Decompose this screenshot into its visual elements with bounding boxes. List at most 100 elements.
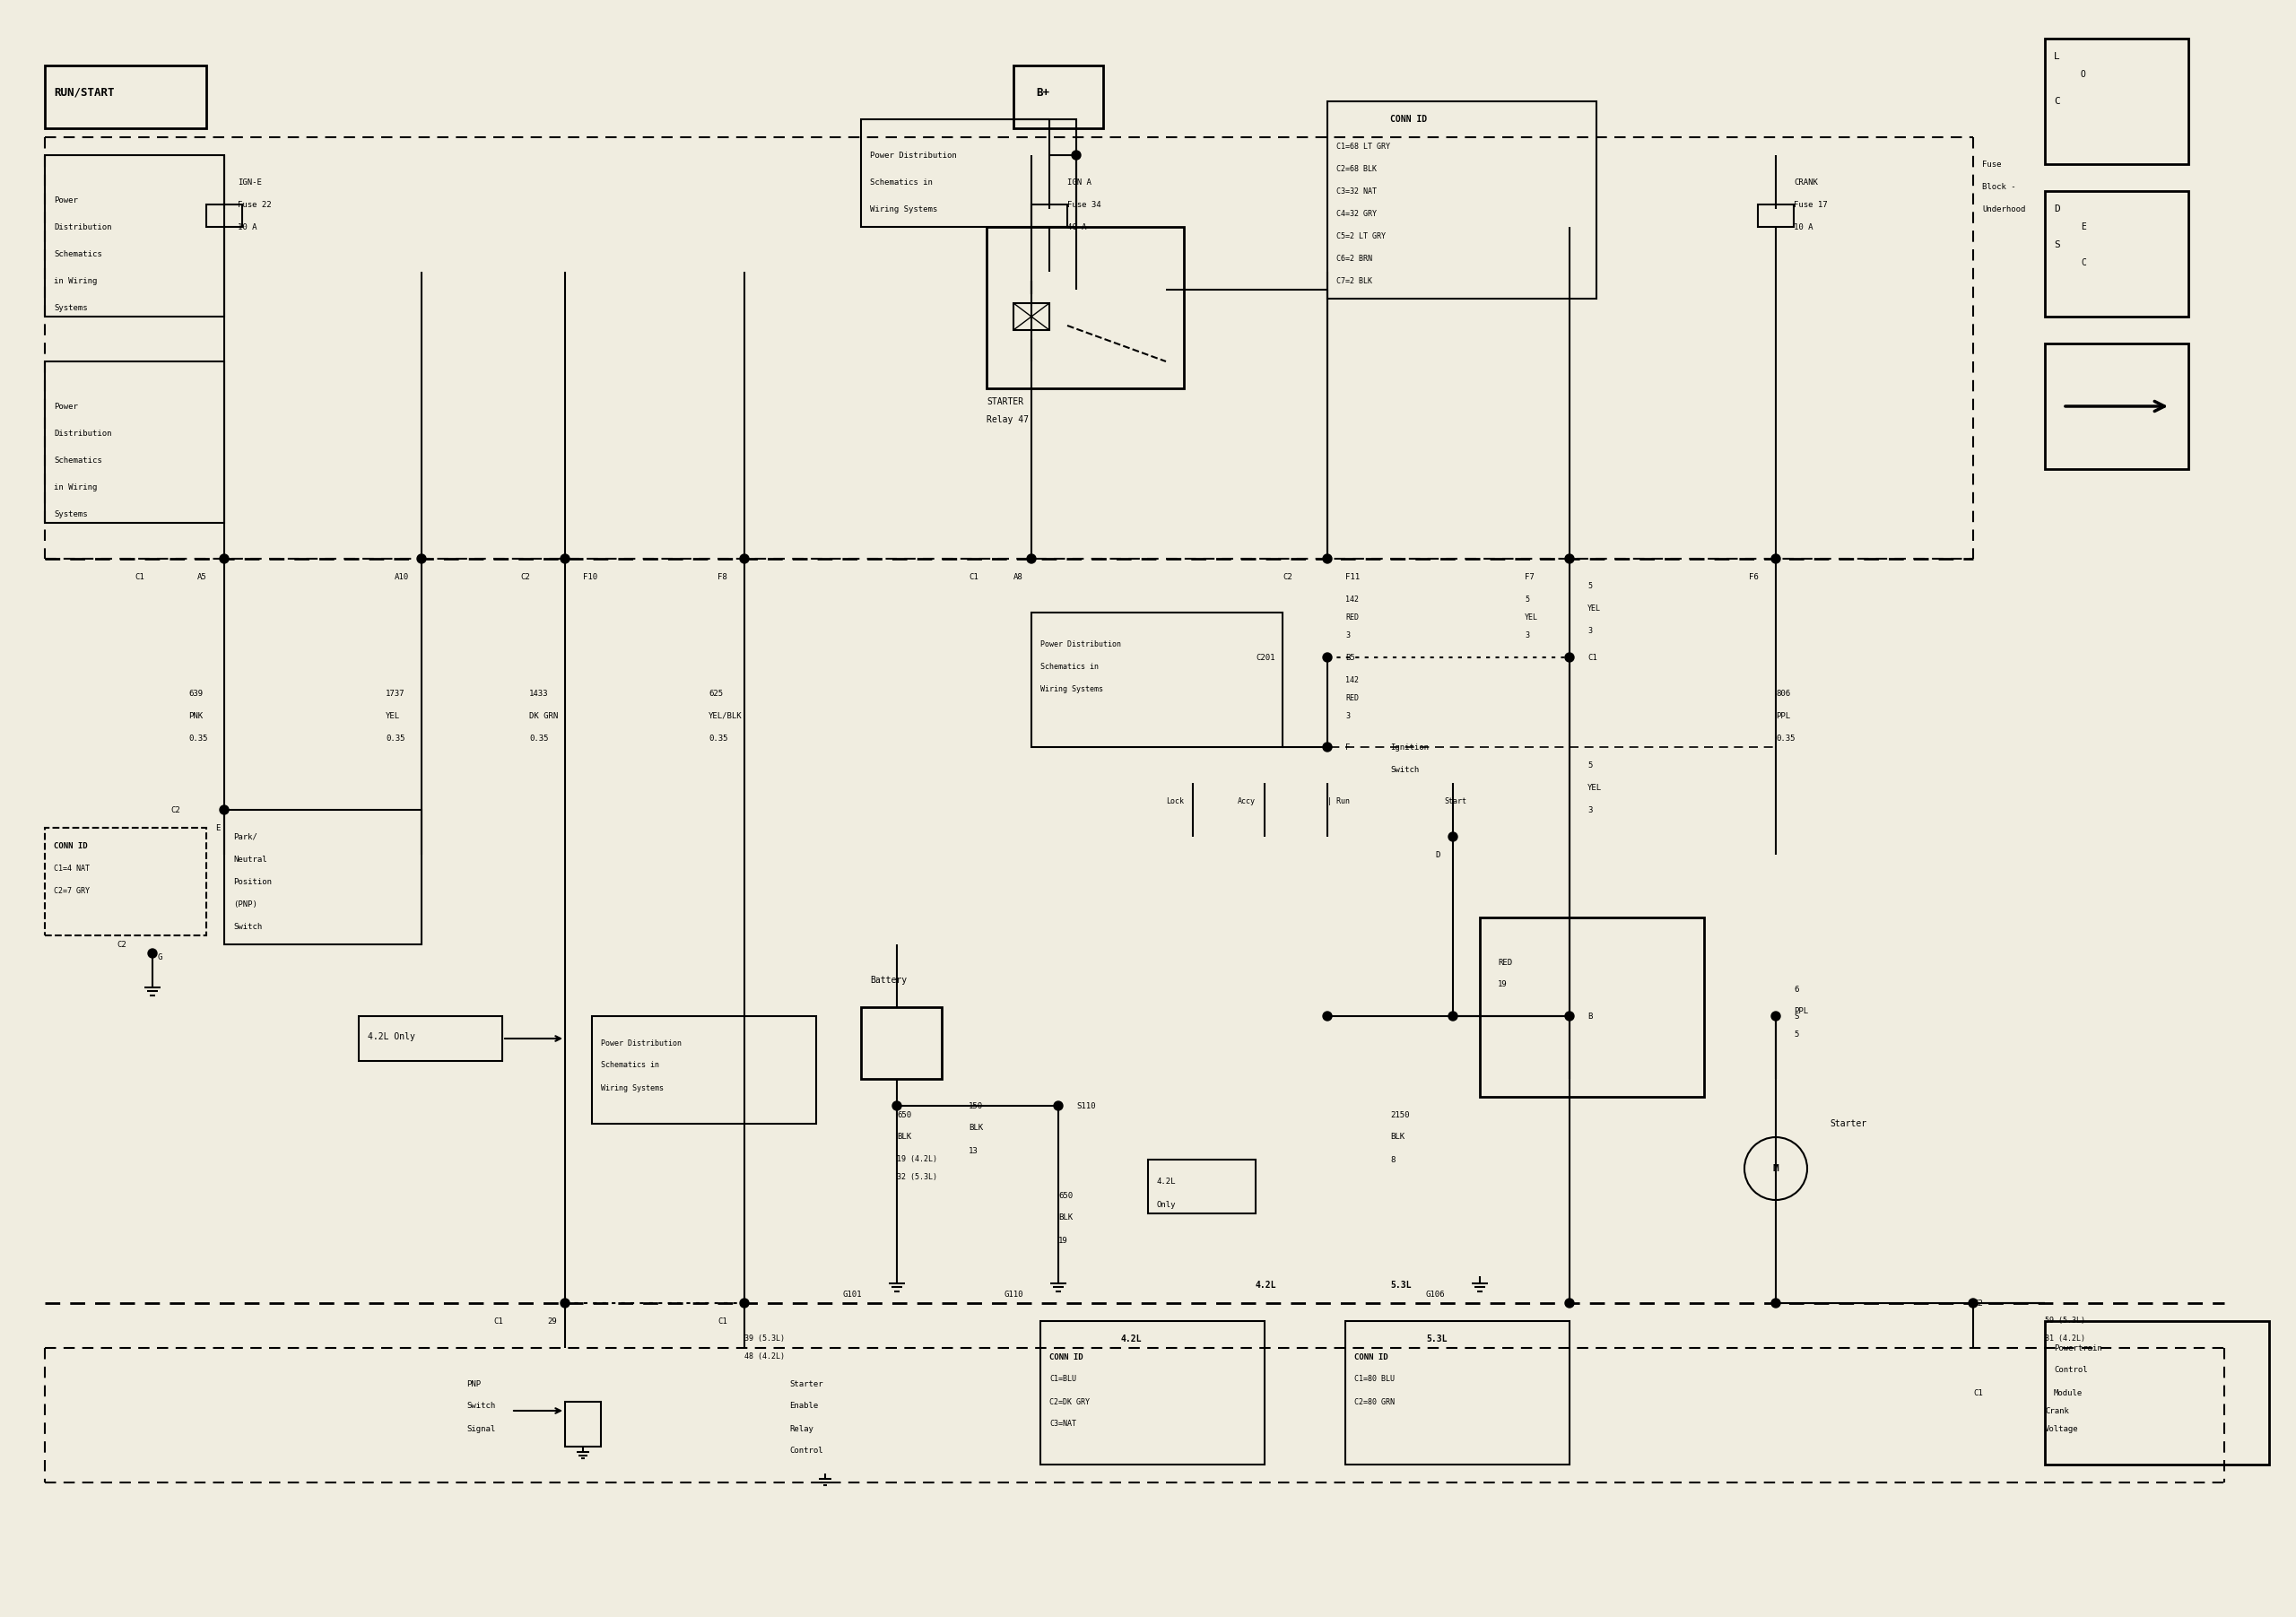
Text: C3=32 NAT: C3=32 NAT bbox=[1336, 188, 1378, 196]
Text: 2150: 2150 bbox=[1389, 1111, 1410, 1119]
Text: Power Distribution: Power Distribution bbox=[1040, 640, 1120, 648]
Text: C1=80 BLU: C1=80 BLU bbox=[1355, 1376, 1394, 1384]
Text: A5: A5 bbox=[197, 572, 207, 581]
Circle shape bbox=[1566, 1298, 1575, 1308]
Bar bbox=[46, 362, 225, 522]
Text: 4.2L Only: 4.2L Only bbox=[367, 1032, 416, 1041]
Text: E: E bbox=[216, 823, 220, 831]
Text: Wiring Systems: Wiring Systems bbox=[1040, 684, 1102, 692]
Circle shape bbox=[1449, 833, 1458, 841]
Text: A10: A10 bbox=[395, 572, 409, 581]
Text: Distribution: Distribution bbox=[53, 223, 113, 231]
Bar bbox=[1759, 204, 1793, 226]
Text: S110: S110 bbox=[1077, 1101, 1095, 1109]
Bar bbox=[1148, 1159, 1256, 1213]
Text: Wiring Systems: Wiring Systems bbox=[870, 205, 937, 213]
Bar bbox=[358, 1015, 503, 1061]
Text: Ignition: Ignition bbox=[1389, 744, 1428, 752]
Text: F8: F8 bbox=[716, 572, 728, 581]
Text: BLK: BLK bbox=[898, 1134, 912, 1142]
Text: G: G bbox=[156, 954, 161, 962]
Text: Underhood: Underhood bbox=[1981, 205, 2025, 213]
Text: Power: Power bbox=[53, 403, 78, 411]
Text: 0.35: 0.35 bbox=[188, 734, 207, 742]
Text: C2=80 GRN: C2=80 GRN bbox=[1355, 1397, 1394, 1405]
Text: CONN ID: CONN ID bbox=[1355, 1353, 1389, 1362]
Text: 3: 3 bbox=[1345, 711, 1350, 720]
Text: 650: 650 bbox=[1058, 1192, 1072, 1200]
Text: Control: Control bbox=[790, 1447, 822, 1455]
Text: Schematics in: Schematics in bbox=[870, 178, 932, 186]
Text: Battery: Battery bbox=[870, 975, 907, 985]
Text: Starter: Starter bbox=[790, 1379, 822, 1387]
Text: CRANK: CRANK bbox=[1793, 178, 1818, 186]
Text: Systems: Systems bbox=[53, 304, 87, 312]
Text: 10 A: 10 A bbox=[239, 223, 257, 231]
Text: Systems: Systems bbox=[53, 509, 87, 517]
Text: Schematics in: Schematics in bbox=[1040, 663, 1100, 671]
Text: Switch: Switch bbox=[1389, 765, 1419, 773]
Text: in Wiring: in Wiring bbox=[53, 277, 96, 285]
Text: C5=2 LT GRY: C5=2 LT GRY bbox=[1336, 231, 1387, 239]
Bar bbox=[2046, 39, 2188, 163]
Text: 32 (5.3L): 32 (5.3L) bbox=[898, 1174, 937, 1182]
Circle shape bbox=[1322, 1012, 1332, 1020]
Circle shape bbox=[1449, 1012, 1458, 1020]
Text: M: M bbox=[1773, 1164, 1779, 1172]
Text: O: O bbox=[2080, 70, 2087, 79]
Text: C1=68 LT GRY: C1=68 LT GRY bbox=[1336, 142, 1389, 150]
Text: PNP: PNP bbox=[466, 1379, 480, 1387]
Bar bbox=[46, 828, 207, 935]
Text: PPL: PPL bbox=[1775, 711, 1791, 720]
Text: 3: 3 bbox=[1587, 805, 1593, 813]
Text: Enable: Enable bbox=[790, 1402, 817, 1410]
Text: RED: RED bbox=[1345, 694, 1359, 702]
Bar bbox=[207, 204, 241, 226]
Bar bbox=[1327, 102, 1596, 299]
Text: 0.35: 0.35 bbox=[386, 734, 404, 742]
Text: 3: 3 bbox=[1525, 631, 1529, 639]
Circle shape bbox=[418, 555, 427, 563]
Text: C1=BLU: C1=BLU bbox=[1049, 1376, 1077, 1384]
Text: PNK: PNK bbox=[188, 711, 202, 720]
Text: D: D bbox=[1435, 851, 1440, 859]
Text: in Wiring: in Wiring bbox=[53, 483, 96, 492]
Text: C1: C1 bbox=[1587, 653, 1598, 661]
Text: Fuse 34: Fuse 34 bbox=[1068, 201, 1102, 209]
Text: YEL: YEL bbox=[1587, 605, 1600, 613]
Circle shape bbox=[1054, 1101, 1063, 1111]
Circle shape bbox=[1322, 555, 1332, 563]
Circle shape bbox=[1026, 555, 1035, 563]
Circle shape bbox=[893, 1101, 902, 1111]
Text: C2: C2 bbox=[1972, 1298, 1984, 1307]
Text: C1=4 NAT: C1=4 NAT bbox=[53, 863, 90, 872]
Text: 8: 8 bbox=[1389, 1156, 1396, 1164]
Text: Only: Only bbox=[1157, 1200, 1176, 1208]
Text: Wiring Systems: Wiring Systems bbox=[602, 1083, 664, 1091]
Text: C1: C1 bbox=[969, 572, 978, 581]
Text: Neutral: Neutral bbox=[234, 855, 266, 863]
Text: Switch: Switch bbox=[234, 922, 262, 930]
Text: 639: 639 bbox=[188, 689, 202, 697]
Text: Position: Position bbox=[234, 878, 271, 886]
Bar bbox=[46, 65, 207, 128]
Circle shape bbox=[220, 555, 230, 563]
Bar bbox=[1031, 204, 1068, 226]
Circle shape bbox=[147, 949, 156, 957]
Text: PPL: PPL bbox=[1793, 1007, 1809, 1015]
Text: G106: G106 bbox=[1426, 1290, 1444, 1298]
Circle shape bbox=[1770, 555, 1779, 563]
Text: YEL: YEL bbox=[386, 711, 400, 720]
Text: Power Distribution: Power Distribution bbox=[870, 150, 957, 158]
Text: F10: F10 bbox=[583, 572, 597, 581]
Text: 31 (4.2L): 31 (4.2L) bbox=[2046, 1336, 2085, 1344]
Text: Schematics: Schematics bbox=[53, 456, 101, 464]
Text: C4=32 GRY: C4=32 GRY bbox=[1336, 210, 1378, 217]
Text: F: F bbox=[1345, 744, 1350, 752]
Text: C1: C1 bbox=[494, 1316, 503, 1324]
Bar bbox=[1481, 917, 1704, 1096]
Text: F7: F7 bbox=[1525, 572, 1534, 581]
Text: C2: C2 bbox=[170, 805, 179, 813]
Text: F6: F6 bbox=[1750, 572, 1759, 581]
Text: 3: 3 bbox=[1587, 626, 1591, 634]
